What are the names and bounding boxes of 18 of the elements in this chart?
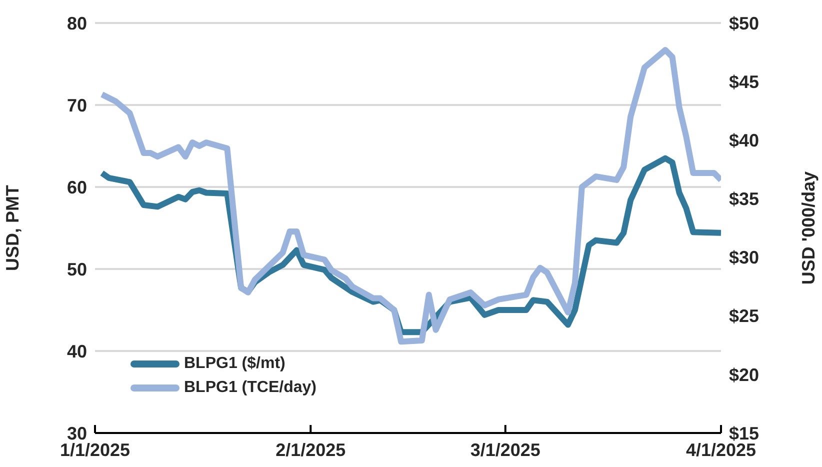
- y-tick-label: 50: [66, 259, 87, 280]
- x-tick-label: 2/1/2025: [276, 440, 346, 460]
- y-tick-label: 40: [66, 341, 87, 362]
- y2-tick-label: $50: [729, 13, 760, 34]
- y-tick-label: 60: [66, 177, 87, 198]
- y2-axis-title: USD '000/day: [798, 171, 818, 285]
- y-axis-title: USD, PMT: [2, 184, 22, 272]
- y2-tick-label: $20: [729, 364, 760, 385]
- y2-tick-label: $35: [729, 189, 760, 210]
- legend-label: BLPG1 ($/mt): [184, 355, 286, 373]
- y2-tick-label: $40: [729, 130, 760, 151]
- y-tick-label: 80: [66, 13, 87, 34]
- y2-tick-label: $30: [729, 248, 760, 268]
- y-tick-label: 70: [66, 95, 87, 116]
- x-tick-label: 3/1/2025: [470, 440, 540, 460]
- legend-label: BLPG1 (TCE/day): [184, 379, 316, 397]
- y2-tick-label: $25: [729, 306, 760, 326]
- y2-tick-label: $45: [729, 72, 760, 92]
